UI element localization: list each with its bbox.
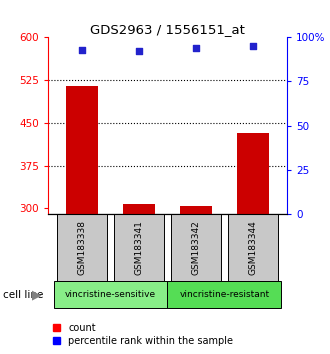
Title: GDS2963 / 1556151_at: GDS2963 / 1556151_at: [90, 23, 245, 36]
Text: GSM183338: GSM183338: [78, 220, 86, 275]
Bar: [180, 206, 212, 214]
Text: GSM183342: GSM183342: [191, 221, 200, 275]
Text: GSM183341: GSM183341: [135, 220, 144, 275]
Text: ▶: ▶: [31, 288, 41, 301]
Point: [136, 48, 142, 54]
Bar: [171, 214, 221, 281]
Text: vincristine-resistant: vincristine-resistant: [180, 290, 270, 299]
Text: GSM183344: GSM183344: [248, 221, 257, 275]
Bar: [123, 204, 155, 214]
Point: [193, 45, 199, 51]
Point: [80, 47, 85, 52]
Bar: [237, 133, 269, 214]
Text: vincristine-sensitive: vincristine-sensitive: [65, 290, 156, 299]
Bar: [57, 214, 107, 281]
Text: cell line: cell line: [3, 290, 44, 300]
Bar: [167, 281, 281, 308]
Bar: [114, 214, 164, 281]
Bar: [53, 281, 167, 308]
Bar: [66, 86, 98, 214]
Point: [250, 43, 255, 49]
Bar: [228, 214, 278, 281]
Legend: count, percentile rank within the sample: count, percentile rank within the sample: [53, 323, 233, 346]
